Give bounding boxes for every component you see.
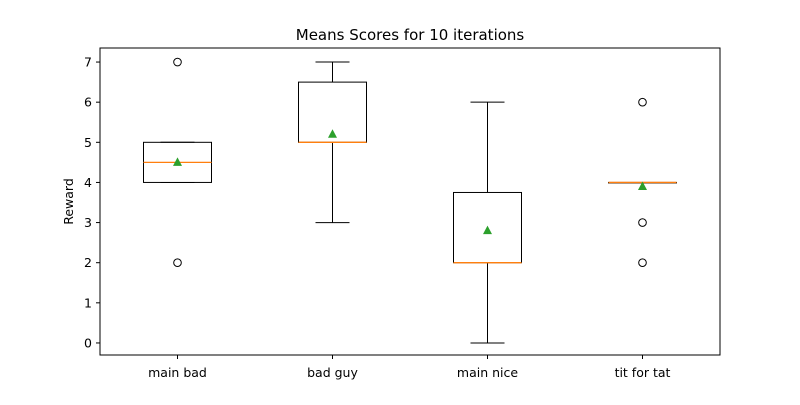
- y-tick-label: 4: [84, 175, 92, 190]
- y-tick-label: 6: [84, 95, 92, 110]
- outlier-point: [638, 97, 647, 107]
- y-tick-label: 5: [84, 135, 92, 150]
- y-tick-label: 1: [84, 295, 92, 310]
- outlier-point: [173, 258, 182, 267]
- y-tick-label: 2: [84, 255, 92, 270]
- box-tit-for-tat: [608, 97, 677, 267]
- box-main-nice: [453, 101, 522, 344]
- x-tick-label: main bad: [148, 365, 207, 380]
- outlier-point: [173, 57, 182, 67]
- chart-title: Means Scores for 10 iterations: [296, 26, 525, 44]
- box-bad-guy: [298, 61, 367, 224]
- outlier-point: [638, 218, 647, 227]
- x-tick-label: bad guy: [307, 365, 358, 380]
- x-tick-label: tit for tat: [615, 365, 671, 380]
- x-tick-label: main nice: [457, 365, 518, 380]
- plot-area: 0 1 2 3 4 5 6 7 main bad bad guy main nice tit for …: [84, 55, 677, 380]
- mean-marker: [173, 157, 182, 166]
- mean-marker: [328, 129, 337, 138]
- y-tick-label: 0: [84, 335, 92, 350]
- y-tick-label: 3: [84, 215, 92, 230]
- mean-marker: [483, 225, 492, 235]
- y-axis-label: Reward: [61, 178, 76, 225]
- mean-marker: [638, 181, 647, 190]
- box-main-bad: [143, 57, 212, 267]
- outlier-point: [638, 258, 647, 267]
- axes-frame: [99, 47, 721, 356]
- y-tick-label: 7: [84, 55, 92, 70]
